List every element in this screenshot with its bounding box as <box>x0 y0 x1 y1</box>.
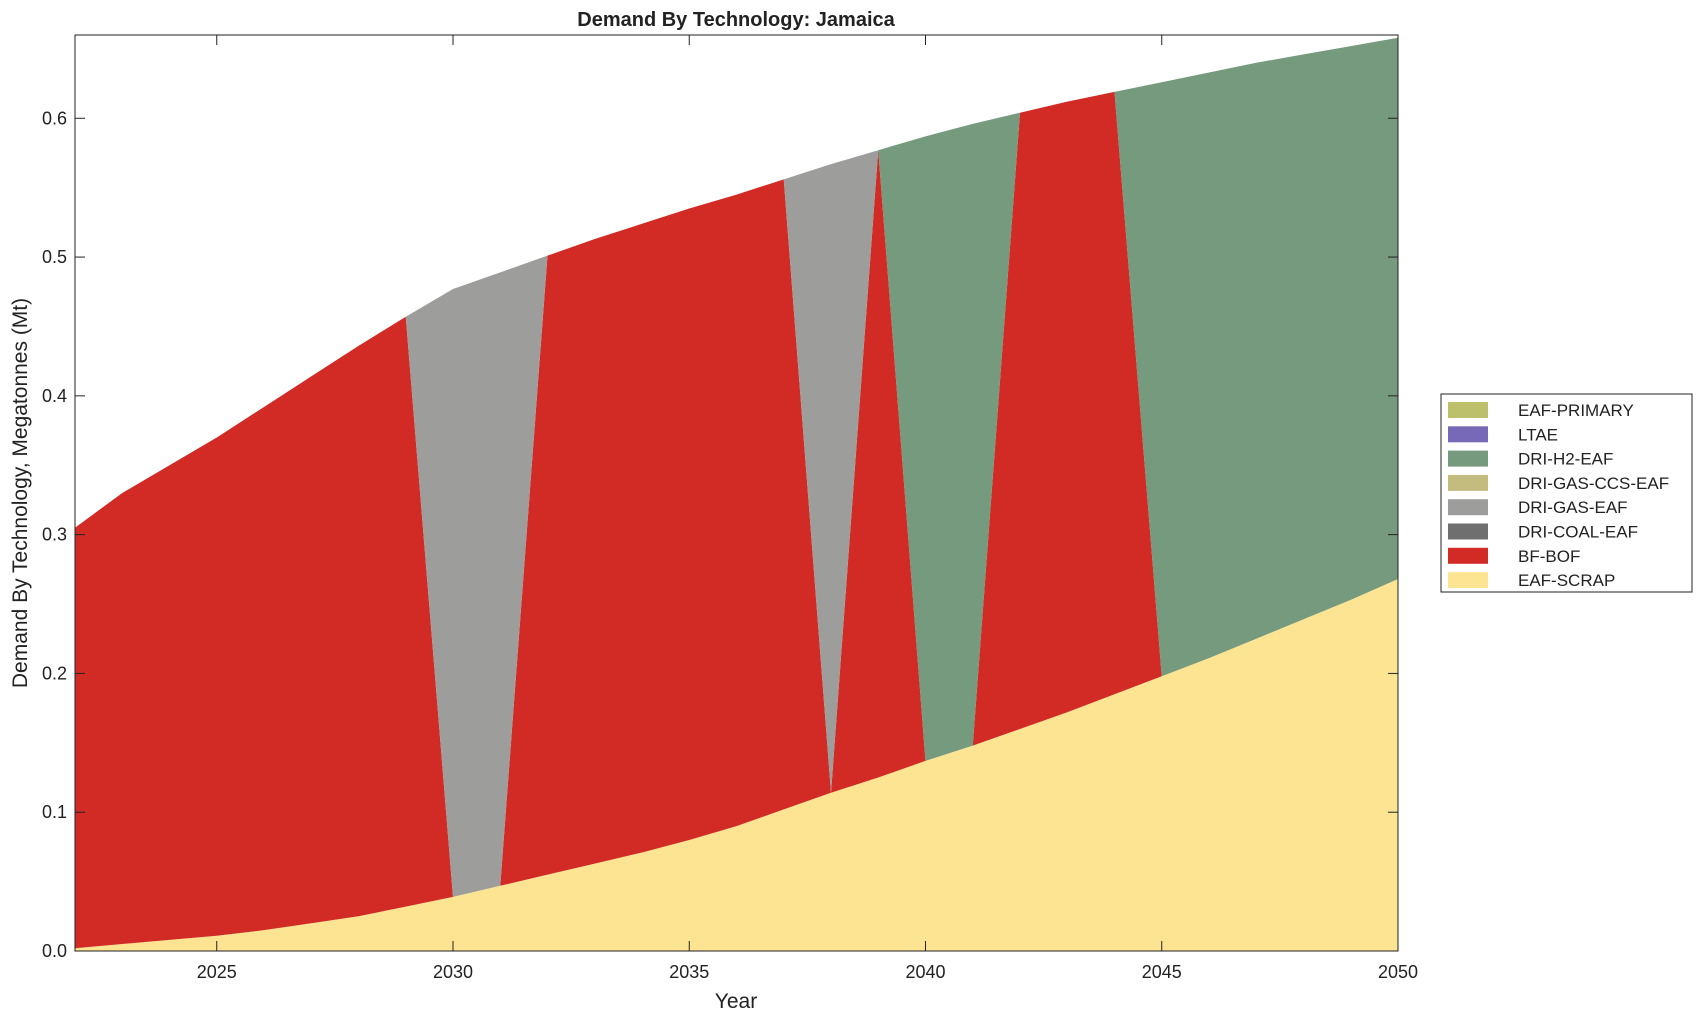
legend-swatch <box>1448 572 1488 589</box>
y-tick-label: 0.2 <box>42 663 67 683</box>
x-tick-label: 2050 <box>1378 962 1418 982</box>
legend-swatch <box>1448 402 1488 418</box>
y-tick-label: 0.3 <box>42 525 67 545</box>
legend-label: DRI-GAS-CCS-EAF <box>1518 474 1669 493</box>
x-tick-label: 2025 <box>197 962 237 982</box>
area <box>75 91 1398 949</box>
legend-swatch <box>1448 474 1488 491</box>
y-axis-label: Demand By Technology, Megatonnes (Mt) <box>9 298 32 688</box>
plot-frame <box>74 34 1399 952</box>
legend-label: EAF-SCRAP <box>1518 571 1615 590</box>
x-tick-label: 2045 <box>1142 962 1182 982</box>
legend-label: DRI-GAS-EAF <box>1518 498 1628 517</box>
y-tick-label: 0.6 <box>42 108 67 128</box>
y-tick-label: 0.4 <box>42 386 67 406</box>
legend-swatch <box>1448 426 1488 443</box>
legend-label: BF-BOF <box>1518 547 1580 566</box>
legend-swatch <box>1448 547 1488 564</box>
legend-label: LTAE <box>1518 425 1558 444</box>
legend-swatch <box>1448 523 1488 540</box>
area <box>75 579 1398 951</box>
x-axis-label: Year <box>715 990 757 1013</box>
chart-title: Demand By Technology: Jamaica <box>577 9 895 31</box>
y-tick-label: 0.1 <box>42 802 67 822</box>
y-tick-label: 0.0 <box>42 941 67 961</box>
y-tick-label: 0.5 <box>42 247 67 267</box>
x-tick-label: 2035 <box>669 962 709 982</box>
area <box>75 37 1398 761</box>
x-tick-label: 2040 <box>905 962 945 982</box>
x-tick-label: 2030 <box>433 962 473 982</box>
legend-label: DRI-COAL-EAF <box>1518 523 1638 542</box>
legend-swatch <box>1448 499 1488 516</box>
legend-swatch <box>1448 450 1488 467</box>
legend-label: DRI-H2-EAF <box>1518 450 1613 469</box>
legend-label: EAF-PRIMARY <box>1518 401 1634 420</box>
